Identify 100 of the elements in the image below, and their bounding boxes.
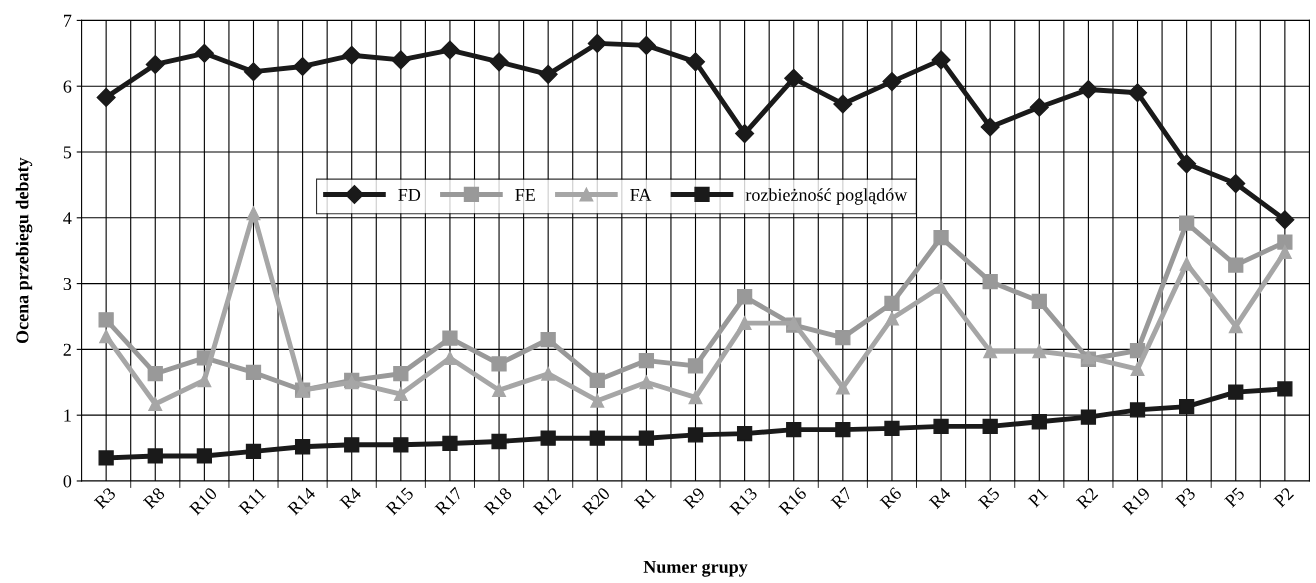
x-tick-label: R16: [778, 486, 808, 516]
point: [540, 331, 556, 348]
point: [687, 358, 704, 374]
legend-label: FE: [515, 188, 535, 201]
point: [1130, 362, 1145, 377]
point: [197, 373, 212, 388]
point: [833, 94, 853, 114]
point: [687, 427, 704, 443]
point: [885, 311, 899, 326]
legend-label: rozbieżność poglądów: [745, 188, 908, 205]
point: [931, 50, 951, 70]
point: [147, 448, 163, 464]
x-tick-label: R12: [532, 486, 562, 516]
point: [982, 273, 998, 290]
point: [1032, 344, 1047, 359]
point: [491, 433, 507, 450]
point: [391, 50, 411, 70]
x-tick-label: R20: [581, 486, 611, 516]
point: [98, 450, 114, 466]
x-tick-label: R4: [928, 486, 952, 510]
x-tick-label: R7: [830, 486, 853, 510]
point: [1129, 402, 1146, 418]
point: [538, 64, 558, 84]
point: [638, 430, 655, 446]
point: [1277, 234, 1293, 250]
point: [736, 289, 753, 305]
point: [1031, 414, 1047, 430]
point: [587, 33, 607, 53]
x-tick-label: R4: [339, 486, 363, 510]
point: [784, 68, 804, 88]
point: [736, 425, 753, 442]
point: [442, 330, 458, 346]
x-tick-label: R8: [142, 486, 166, 510]
point: [540, 430, 556, 446]
x-tick-label: R2: [1075, 486, 1099, 510]
x-tick-label: R19: [1121, 486, 1151, 516]
point: [1228, 384, 1244, 400]
point: [1228, 319, 1243, 334]
y-tick-label: 0: [63, 475, 72, 488]
y-tick-label: 3: [63, 277, 72, 291]
point: [589, 372, 605, 388]
point: [1226, 174, 1246, 194]
point: [786, 422, 802, 438]
point: [541, 366, 556, 381]
point: [344, 437, 360, 453]
point: [735, 124, 755, 144]
y-tick-label: 6: [63, 80, 72, 93]
y-tick-label: 5: [63, 146, 72, 159]
x-tick-label: R18: [483, 486, 513, 516]
point: [933, 418, 949, 435]
point: [1275, 210, 1295, 230]
point: [489, 52, 509, 72]
point: [294, 439, 311, 455]
point: [1078, 79, 1098, 100]
point: [1127, 83, 1148, 103]
point: [342, 45, 362, 65]
x-tick-label: P3: [1174, 486, 1197, 508]
point: [884, 420, 900, 436]
point: [590, 393, 605, 408]
point: [442, 435, 458, 452]
point: [1179, 256, 1194, 271]
point: [98, 312, 114, 328]
point: [145, 54, 165, 75]
point: [688, 390, 703, 405]
point: [835, 329, 851, 346]
point: [243, 62, 264, 82]
point: [1277, 245, 1292, 259]
x-tick-label: R10: [188, 486, 218, 516]
point: [245, 364, 262, 381]
point: [1031, 293, 1047, 309]
x-tick-label: P1: [1027, 487, 1049, 508]
point: [148, 397, 163, 411]
x-tick-label: R14: [286, 486, 317, 516]
point: [737, 316, 752, 331]
x-axis-title: Numer grupy: [643, 560, 748, 577]
x-tick-label: R17: [434, 486, 464, 516]
point: [1228, 257, 1244, 273]
legend-label: FA: [630, 188, 652, 201]
point: [194, 43, 214, 63]
point: [393, 437, 409, 453]
point: [492, 383, 506, 398]
point: [638, 352, 655, 369]
point: [934, 279, 949, 294]
x-tick-label: R11: [238, 487, 267, 516]
legend-label: FD: [398, 188, 421, 201]
point: [1080, 409, 1097, 425]
point: [980, 117, 1000, 137]
point: [835, 380, 850, 395]
point: [685, 52, 706, 72]
point: [96, 87, 116, 107]
point: [293, 56, 313, 76]
x-tick-label: P2: [1273, 486, 1294, 508]
point: [982, 418, 998, 435]
point: [393, 366, 409, 382]
y-tick-label: 2: [63, 343, 71, 356]
point: [196, 448, 213, 464]
x-tick-label: R9: [683, 486, 706, 510]
x-tick-label: R13: [728, 486, 758, 516]
point: [933, 229, 949, 246]
point: [983, 344, 998, 359]
